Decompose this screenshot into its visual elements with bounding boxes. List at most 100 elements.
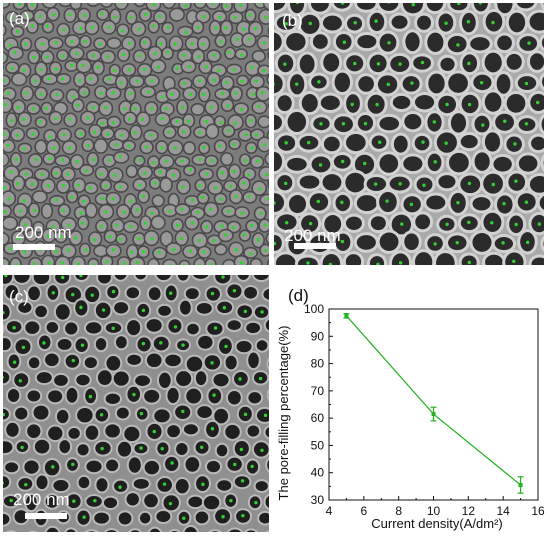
pore-marker [91, 53, 96, 58]
pore-marker [76, 262, 80, 265]
pore-marker [98, 42, 103, 47]
pore-marker [213, 186, 218, 190]
pore-marker [112, 68, 117, 73]
pore-marker [181, 105, 185, 110]
pore-marker [84, 248, 88, 252]
pore [247, 425, 260, 437]
pore [3, 52, 7, 63]
pore [287, 157, 307, 171]
pore [146, 353, 162, 368]
pore [379, 116, 400, 131]
pore-marker [243, 309, 248, 314]
pore [405, 32, 420, 52]
pore-marker [240, 479, 245, 483]
pore-marker [274, 241, 277, 246]
pore [34, 439, 50, 454]
pore [53, 480, 69, 492]
pore [255, 481, 268, 492]
pore-marker [188, 167, 193, 172]
pore-marker [31, 132, 35, 136]
pore [3, 371, 10, 384]
pore-marker [350, 102, 354, 107]
pore-marker [362, 161, 367, 166]
pore [46, 527, 59, 532]
pore-marker [93, 498, 97, 503]
pore-marker [24, 91, 29, 95]
pore-marker [10, 66, 15, 71]
pore-marker [478, 3, 483, 5]
pore [356, 195, 377, 212]
pore [139, 512, 151, 524]
pore-marker [147, 90, 151, 94]
pore-marker [456, 43, 460, 47]
pore-marker [221, 275, 225, 279]
pore [436, 253, 455, 265]
pore-marker [44, 106, 48, 110]
chart-series [343, 313, 524, 494]
pore-marker [39, 67, 43, 72]
pore [414, 95, 435, 110]
pore [177, 275, 189, 281]
pore-marker [55, 92, 59, 97]
pore [85, 425, 99, 440]
pore [246, 322, 261, 334]
pore-marker [20, 445, 24, 450]
pore [56, 257, 70, 265]
pore-marker [173, 146, 178, 150]
pore-marker [141, 117, 145, 122]
pore [450, 3, 468, 11]
pore-marker [71, 292, 75, 297]
pore [470, 37, 490, 51]
pore-marker [127, 117, 132, 121]
pore-marker [46, 184, 51, 188]
pore [146, 319, 162, 332]
data-point [518, 482, 523, 487]
pore [531, 257, 544, 265]
pore-marker [80, 221, 85, 225]
pore [448, 73, 468, 93]
pore-marker [219, 40, 223, 44]
pore [322, 15, 342, 31]
pore-marker [400, 222, 404, 226]
pore-marker [3, 481, 4, 485]
pore [225, 424, 240, 439]
pore-marker [210, 291, 215, 296]
pore-marker [81, 199, 86, 204]
pore-marker [9, 170, 13, 174]
pore [3, 217, 17, 229]
pore-marker [167, 130, 171, 134]
pore [274, 74, 283, 94]
pore-marker [141, 308, 146, 313]
pore [370, 216, 386, 231]
pore-marker [127, 144, 131, 148]
pore [71, 3, 81, 9]
pore [259, 512, 269, 524]
pore-marker [100, 121, 105, 125]
pore [48, 390, 63, 403]
pore-marker [143, 221, 148, 225]
pore-marker [242, 181, 246, 185]
pore [235, 256, 248, 265]
pore-marker [156, 65, 161, 69]
pore [393, 135, 408, 153]
pore [404, 114, 422, 130]
pore [154, 409, 170, 423]
pore [75, 275, 88, 281]
pore [144, 493, 158, 508]
pore [116, 407, 129, 419]
pore [449, 152, 469, 173]
scale-text-a: 200 nm [15, 223, 72, 242]
pore [36, 372, 52, 384]
pore [156, 511, 171, 523]
pore [438, 175, 456, 189]
pore-marker [340, 239, 345, 244]
pore-marker [170, 461, 174, 465]
pore-marker [456, 200, 460, 205]
pore-marker [118, 154, 122, 159]
pore [113, 371, 129, 386]
pore [216, 444, 228, 457]
pore [165, 354, 181, 367]
pore-marker [104, 105, 108, 110]
pore [402, 3, 424, 14]
pore-marker [38, 120, 43, 124]
